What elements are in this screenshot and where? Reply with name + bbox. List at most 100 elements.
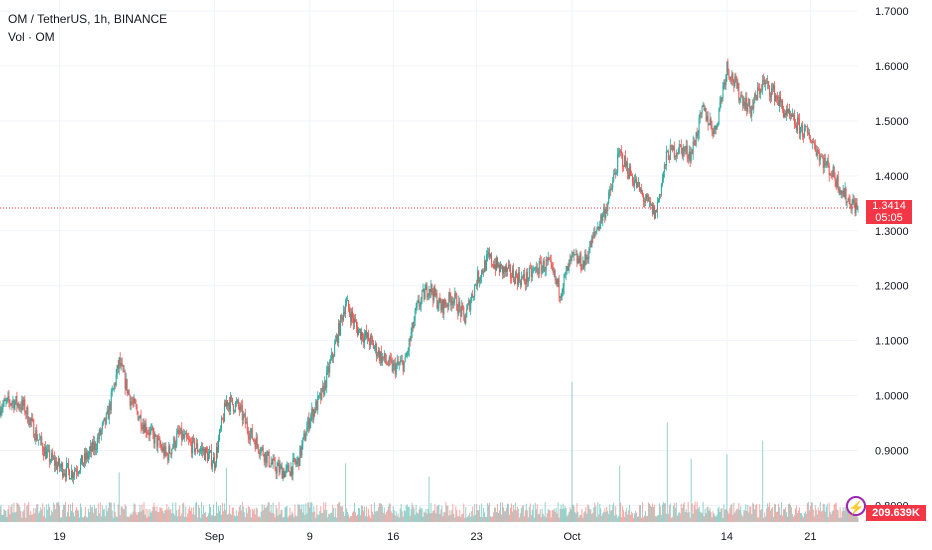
candle-body	[105, 413, 107, 424]
candle-body	[110, 391, 112, 410]
candle-body	[85, 452, 87, 460]
candle-body	[108, 403, 110, 420]
candle-body	[102, 420, 104, 424]
candle-body	[86, 452, 88, 459]
candle-body	[596, 229, 598, 232]
candle-body	[467, 304, 469, 309]
candle-body	[189, 439, 191, 442]
candle-body	[460, 307, 462, 317]
candle-body	[794, 124, 796, 126]
volume-bar	[8, 505, 10, 522]
volume-bar	[687, 501, 689, 522]
volume-bar	[527, 517, 529, 522]
volume-bar	[126, 516, 128, 522]
volume-bar	[556, 513, 558, 522]
symbol-title[interactable]: OM / TetherUS, 1h, BINANCE	[8, 12, 168, 26]
x-tick-label: 19	[53, 531, 65, 543]
candle-body	[711, 124, 713, 133]
volume-bar	[669, 503, 671, 522]
candle-body	[26, 407, 28, 414]
volume-bar	[528, 507, 530, 522]
volume-bar	[554, 511, 556, 522]
volume-bar	[530, 515, 532, 522]
volume-bar	[397, 513, 399, 522]
candle-body	[464, 314, 466, 324]
candle-body	[715, 125, 717, 130]
candle-body	[286, 465, 288, 469]
volume-bar	[524, 510, 526, 522]
candle-body	[104, 417, 106, 424]
volume-bar	[121, 506, 123, 522]
candle-body	[58, 458, 60, 466]
volume-bar	[710, 512, 712, 522]
volume-bar	[845, 503, 847, 522]
volume-bar	[673, 503, 675, 522]
candle-body	[83, 453, 85, 463]
candle-body	[434, 286, 436, 296]
candle-body	[782, 101, 784, 109]
volume-bar	[177, 516, 179, 522]
candle-body	[378, 350, 380, 361]
candle-body	[531, 271, 533, 277]
volume-bar	[518, 517, 520, 522]
volume-bar	[166, 503, 168, 522]
volume-bar	[712, 511, 714, 522]
volume-bar	[59, 505, 61, 522]
candle-body	[149, 429, 151, 436]
volume-bar	[800, 513, 802, 522]
candle-body	[479, 279, 481, 283]
volume-bar	[173, 513, 175, 522]
volume-bar	[236, 515, 238, 522]
volume-bar	[625, 511, 627, 522]
volume-bar	[110, 502, 112, 522]
candle-body	[602, 214, 604, 221]
volume-bar	[694, 501, 696, 522]
candle-body	[491, 254, 493, 265]
candle-body	[100, 429, 102, 435]
x-tick-label: Sep	[205, 531, 225, 543]
candle-body	[696, 132, 698, 137]
candle-body	[669, 145, 671, 160]
volume-bar	[580, 514, 582, 522]
candle-body	[812, 141, 814, 143]
candle-body	[393, 362, 395, 365]
volume-bar	[575, 513, 577, 522]
volume-bar	[450, 514, 452, 522]
candle-body	[306, 427, 308, 436]
candle-body	[756, 96, 758, 100]
volume-bar	[197, 517, 199, 522]
volume-bar	[750, 506, 752, 522]
candle-body	[559, 295, 561, 298]
candle-body	[674, 156, 676, 158]
volume-bar	[784, 509, 786, 522]
volume-bar	[430, 503, 432, 522]
volume-bar	[764, 512, 766, 522]
volume-indicator-label[interactable]: Vol · OM	[8, 30, 55, 44]
volume-bar	[235, 510, 237, 522]
candle-body	[156, 435, 158, 448]
x-axis[interactable]: 19 Sep 9 16 23 Oct 14 21	[53, 531, 816, 543]
volume-bar	[796, 513, 798, 522]
y-axis[interactable]: 1.70001.60001.50001.40001.30001.20001.10…	[875, 6, 909, 513]
volume-bar	[175, 502, 177, 522]
candle-body	[270, 462, 272, 467]
candle-body	[632, 175, 634, 183]
lightning-bolt-icon[interactable]: ⚡	[846, 496, 866, 516]
volume-bar	[505, 507, 507, 522]
candle-body	[155, 434, 157, 436]
volume-bar	[116, 516, 118, 522]
volume-bar	[640, 505, 642, 522]
candle-body	[675, 152, 677, 157]
candle-body	[115, 374, 117, 386]
candle-body	[53, 457, 55, 459]
volume-bar	[384, 514, 386, 522]
volume-bar	[566, 516, 568, 522]
volume-bar	[811, 502, 813, 522]
volume-bar	[4, 509, 6, 522]
candle-body	[170, 453, 172, 455]
volume-bar	[28, 502, 30, 522]
candle-body	[597, 226, 599, 230]
volume-bar	[2, 514, 4, 522]
candle-body	[294, 457, 296, 463]
